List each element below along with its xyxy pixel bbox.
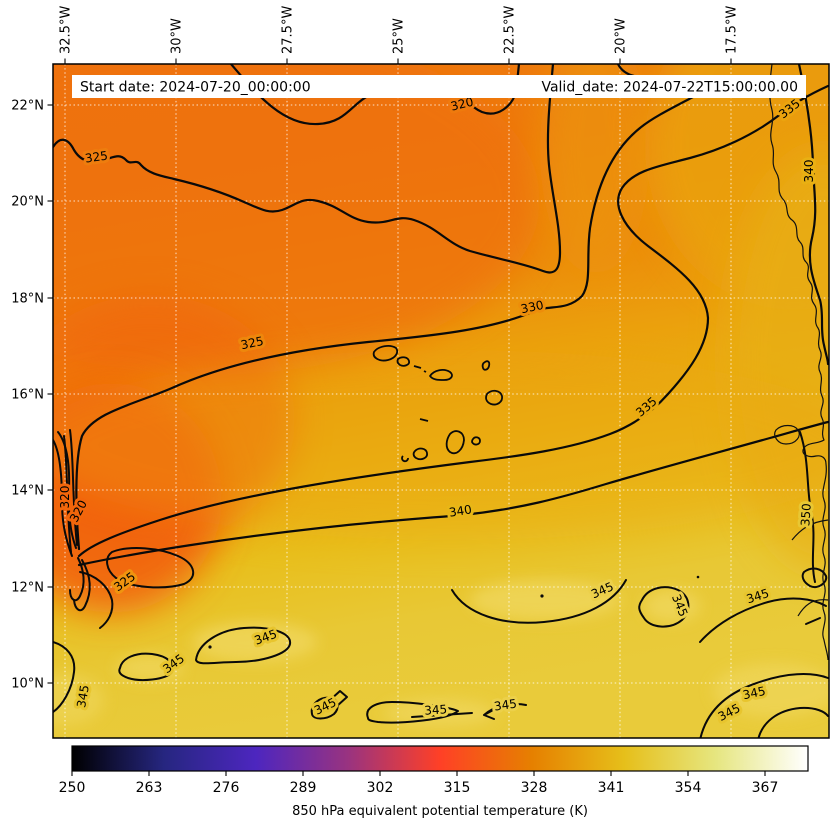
- contour-340-right: [797, 64, 829, 366]
- y-tick-label: 10°N: [11, 677, 44, 692]
- contour-325-nw: [53, 64, 562, 274]
- annotation-background: [72, 75, 806, 98]
- colorbar-tick-label: 263: [136, 780, 163, 796]
- y-tick-label: 22°N: [11, 99, 44, 114]
- colorbar-title: 850 hPa equivalent potential temperature…: [292, 804, 588, 819]
- river: [797, 599, 829, 617]
- contour-label: 345: [493, 697, 518, 714]
- contour-label: 320: [58, 486, 72, 509]
- colorbar-gradient: [71, 745, 809, 772]
- cape-verde-islands: [372, 345, 503, 463]
- colorbar-tick-label: 276: [213, 780, 240, 796]
- contour-label: 340: [802, 160, 816, 183]
- colorbar-ticks: [71, 771, 766, 776]
- coastal-lagoon: [774, 424, 800, 445]
- contour-340-mid: [77, 420, 829, 567]
- africa-coastline: [769, 64, 829, 661]
- x-tick-label: 27.5°W: [281, 6, 296, 54]
- colorbar-tick-label: 367: [752, 780, 779, 796]
- island-outline: [372, 345, 399, 362]
- map-border: [52, 63, 830, 739]
- contour-label: 345: [424, 702, 448, 718]
- map-area: 320 320 320 325 325 325 330 335 335 340 …: [53, 64, 829, 738]
- colorbar-tick-label: 328: [521, 780, 548, 796]
- contour-label: 350: [798, 503, 814, 527]
- start-date-text: Start date: 2024-07-20_00:00:00: [80, 80, 311, 96]
- colorbar-tick-label: 250: [59, 780, 86, 796]
- y-tick-label: 16°N: [11, 388, 44, 403]
- y-tick-label: 14°N: [11, 484, 44, 499]
- contour-350: [799, 431, 816, 583]
- island-outline: [429, 369, 453, 381]
- island-outline: [412, 447, 428, 461]
- date-annotation-strip: Start date: 2024-07-20_00:00:00 Valid_da…: [72, 75, 806, 98]
- colorbar-tick-label: 302: [367, 780, 394, 796]
- contour-lines: [53, 64, 829, 738]
- x-tick-label: 22.5°W: [503, 6, 518, 54]
- contour-label: 325: [84, 149, 109, 166]
- valid-date-text: Valid_date: 2024-07-22T15:00:00.00: [541, 80, 798, 96]
- island-outline: [485, 389, 503, 406]
- colorbar-tick-label: 341: [598, 780, 625, 796]
- island-outline: [445, 430, 465, 455]
- island-outline: [471, 436, 481, 446]
- left-axis: 22°N 20°N 18°N 16°N 14°N 12°N 10°N: [11, 99, 53, 692]
- contour-345-group: [53, 431, 829, 738]
- contour-335: [77, 84, 829, 558]
- gridlines: [53, 64, 829, 738]
- x-tick-label: 25°W: [392, 18, 407, 54]
- x-tick-label: 32.5°W: [59, 6, 74, 54]
- field-shading: [53, 64, 829, 727]
- island-outline: [396, 356, 410, 367]
- colorbar-tick-labels: 250 263 276 289 302 315 328 341 354 367: [59, 780, 779, 796]
- coastline: [769, 64, 829, 661]
- colorbar: 250 263 276 289 302 315 328 341 354 367 …: [59, 745, 809, 819]
- island-outline: [419, 418, 429, 422]
- contour-label: 340: [448, 502, 473, 519]
- x-tick-label: 17.5°W: [725, 6, 740, 54]
- top-axis: 32.5°W 30°W 27.5°W 25°W 22.5°W 20°W 17.5…: [59, 6, 740, 64]
- island-outline: [413, 365, 422, 369]
- river: [791, 519, 829, 541]
- island-outline: [423, 370, 427, 373]
- contour-330: [75, 95, 695, 551]
- island-outline: [481, 360, 491, 371]
- y-tick-label: 18°N: [11, 292, 44, 307]
- colorbar-tick-label: 315: [444, 780, 471, 796]
- island-outline: [401, 455, 409, 463]
- colorbar-tick-label: 289: [290, 780, 317, 796]
- contour-pinch-bundle: [53, 429, 194, 629]
- x-tick-label: 20°W: [614, 18, 629, 54]
- x-tick-label: 30°W: [170, 18, 185, 54]
- y-tick-label: 20°N: [11, 195, 44, 210]
- colorbar-tick-label: 354: [675, 780, 702, 796]
- y-tick-label: 12°N: [11, 581, 44, 596]
